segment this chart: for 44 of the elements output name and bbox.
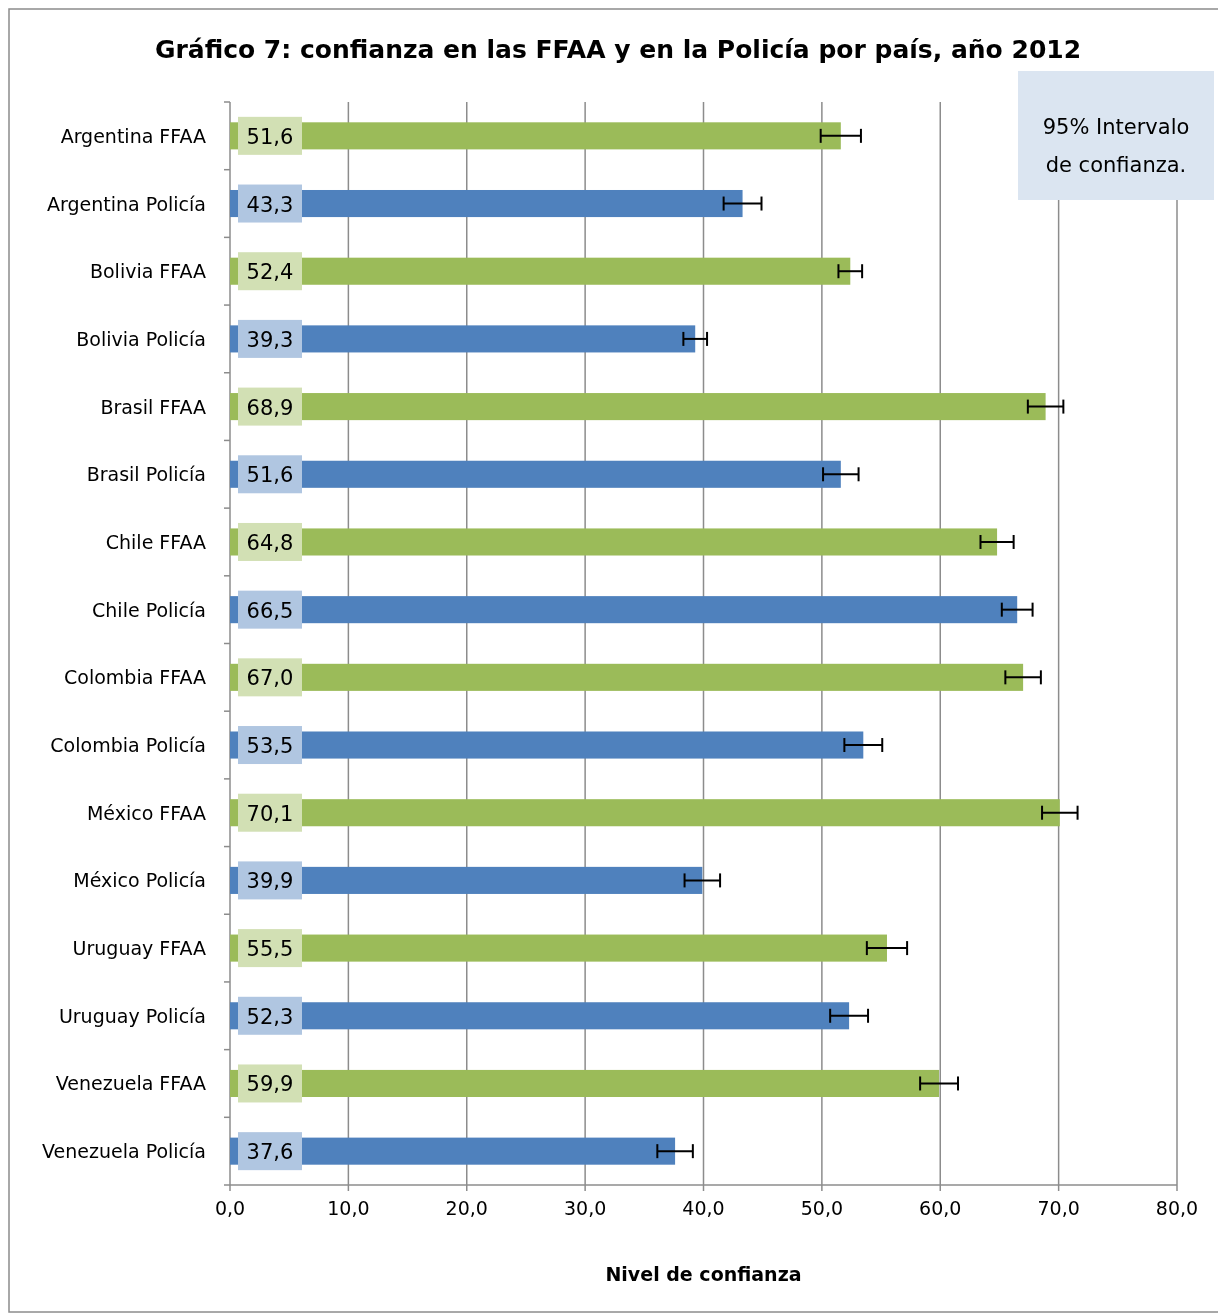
y-tick-label: Uruguay FFAA: [72, 937, 206, 960]
y-tick-label: México FFAA: [86, 801, 206, 824]
x-tick-label: 80,0: [1155, 1197, 1199, 1219]
y-tick-label: Venezuela FFAA: [55, 1072, 206, 1095]
y-tick-label: Uruguay Policía: [58, 1004, 206, 1027]
y-tick-label: Brasil FFAA: [100, 395, 206, 418]
data-label: 67,0: [246, 666, 294, 691]
x-tick-label: 10,0: [327, 1197, 370, 1219]
x-axis-title: Nivel de confianza: [605, 1263, 802, 1285]
x-tick-label: 20,0: [445, 1197, 488, 1219]
x-tick-label: 0,0: [214, 1197, 246, 1219]
data-label: 59,9: [246, 1072, 294, 1097]
data-label: 51,6: [246, 463, 294, 488]
y-tick-label: Colombia Policía: [50, 734, 206, 757]
x-tick-label: 70,0: [1037, 1197, 1080, 1219]
x-tick-label: 40,0: [682, 1197, 725, 1219]
data-label: 70,1: [246, 801, 294, 826]
data-label: 64,8: [246, 530, 294, 555]
y-tick-label: México Policía: [73, 869, 206, 892]
annotation: 95% Intervalo de confianza.: [1042, 115, 1190, 177]
x-tick-label: 50,0: [800, 1197, 844, 1219]
data-label: 68,9: [246, 395, 294, 420]
y-tick-label: Brasil Policía: [86, 463, 206, 486]
data-label: 66,5: [246, 598, 294, 623]
data-label: 53,5: [246, 734, 294, 759]
x-tick-label: 30,0: [563, 1197, 607, 1219]
y-tick-label: Argentina Policía: [46, 192, 206, 215]
data-label: 52,3: [246, 1004, 294, 1029]
chart-title: Gráfico 7: confianza en las FFAA y en la Policía por país, año 2012: [154, 35, 1082, 64]
y-tick-label: Argentina FFAA: [60, 124, 206, 147]
data-label: 55,5: [246, 937, 294, 962]
data-label: 39,9: [246, 869, 294, 894]
data-label: 43,3: [246, 192, 294, 217]
y-tick-label: Bolivia Policía: [76, 327, 206, 350]
y-tick-label: Colombia FFAA: [64, 666, 206, 689]
data-label: 51,6: [246, 124, 294, 149]
x-tick-label: 60,0: [919, 1197, 962, 1219]
data-label: 37,6: [246, 1140, 294, 1165]
y-tick-label: Venezuela Policía: [42, 1140, 206, 1163]
y-tick-label: Bolivia FFAA: [89, 260, 206, 283]
data-label: 52,4: [246, 260, 294, 285]
y-tick-label: Chile FFAA: [105, 530, 206, 553]
data-label: 39,3: [246, 327, 294, 352]
y-tick-label: Chile Policía: [92, 598, 206, 621]
